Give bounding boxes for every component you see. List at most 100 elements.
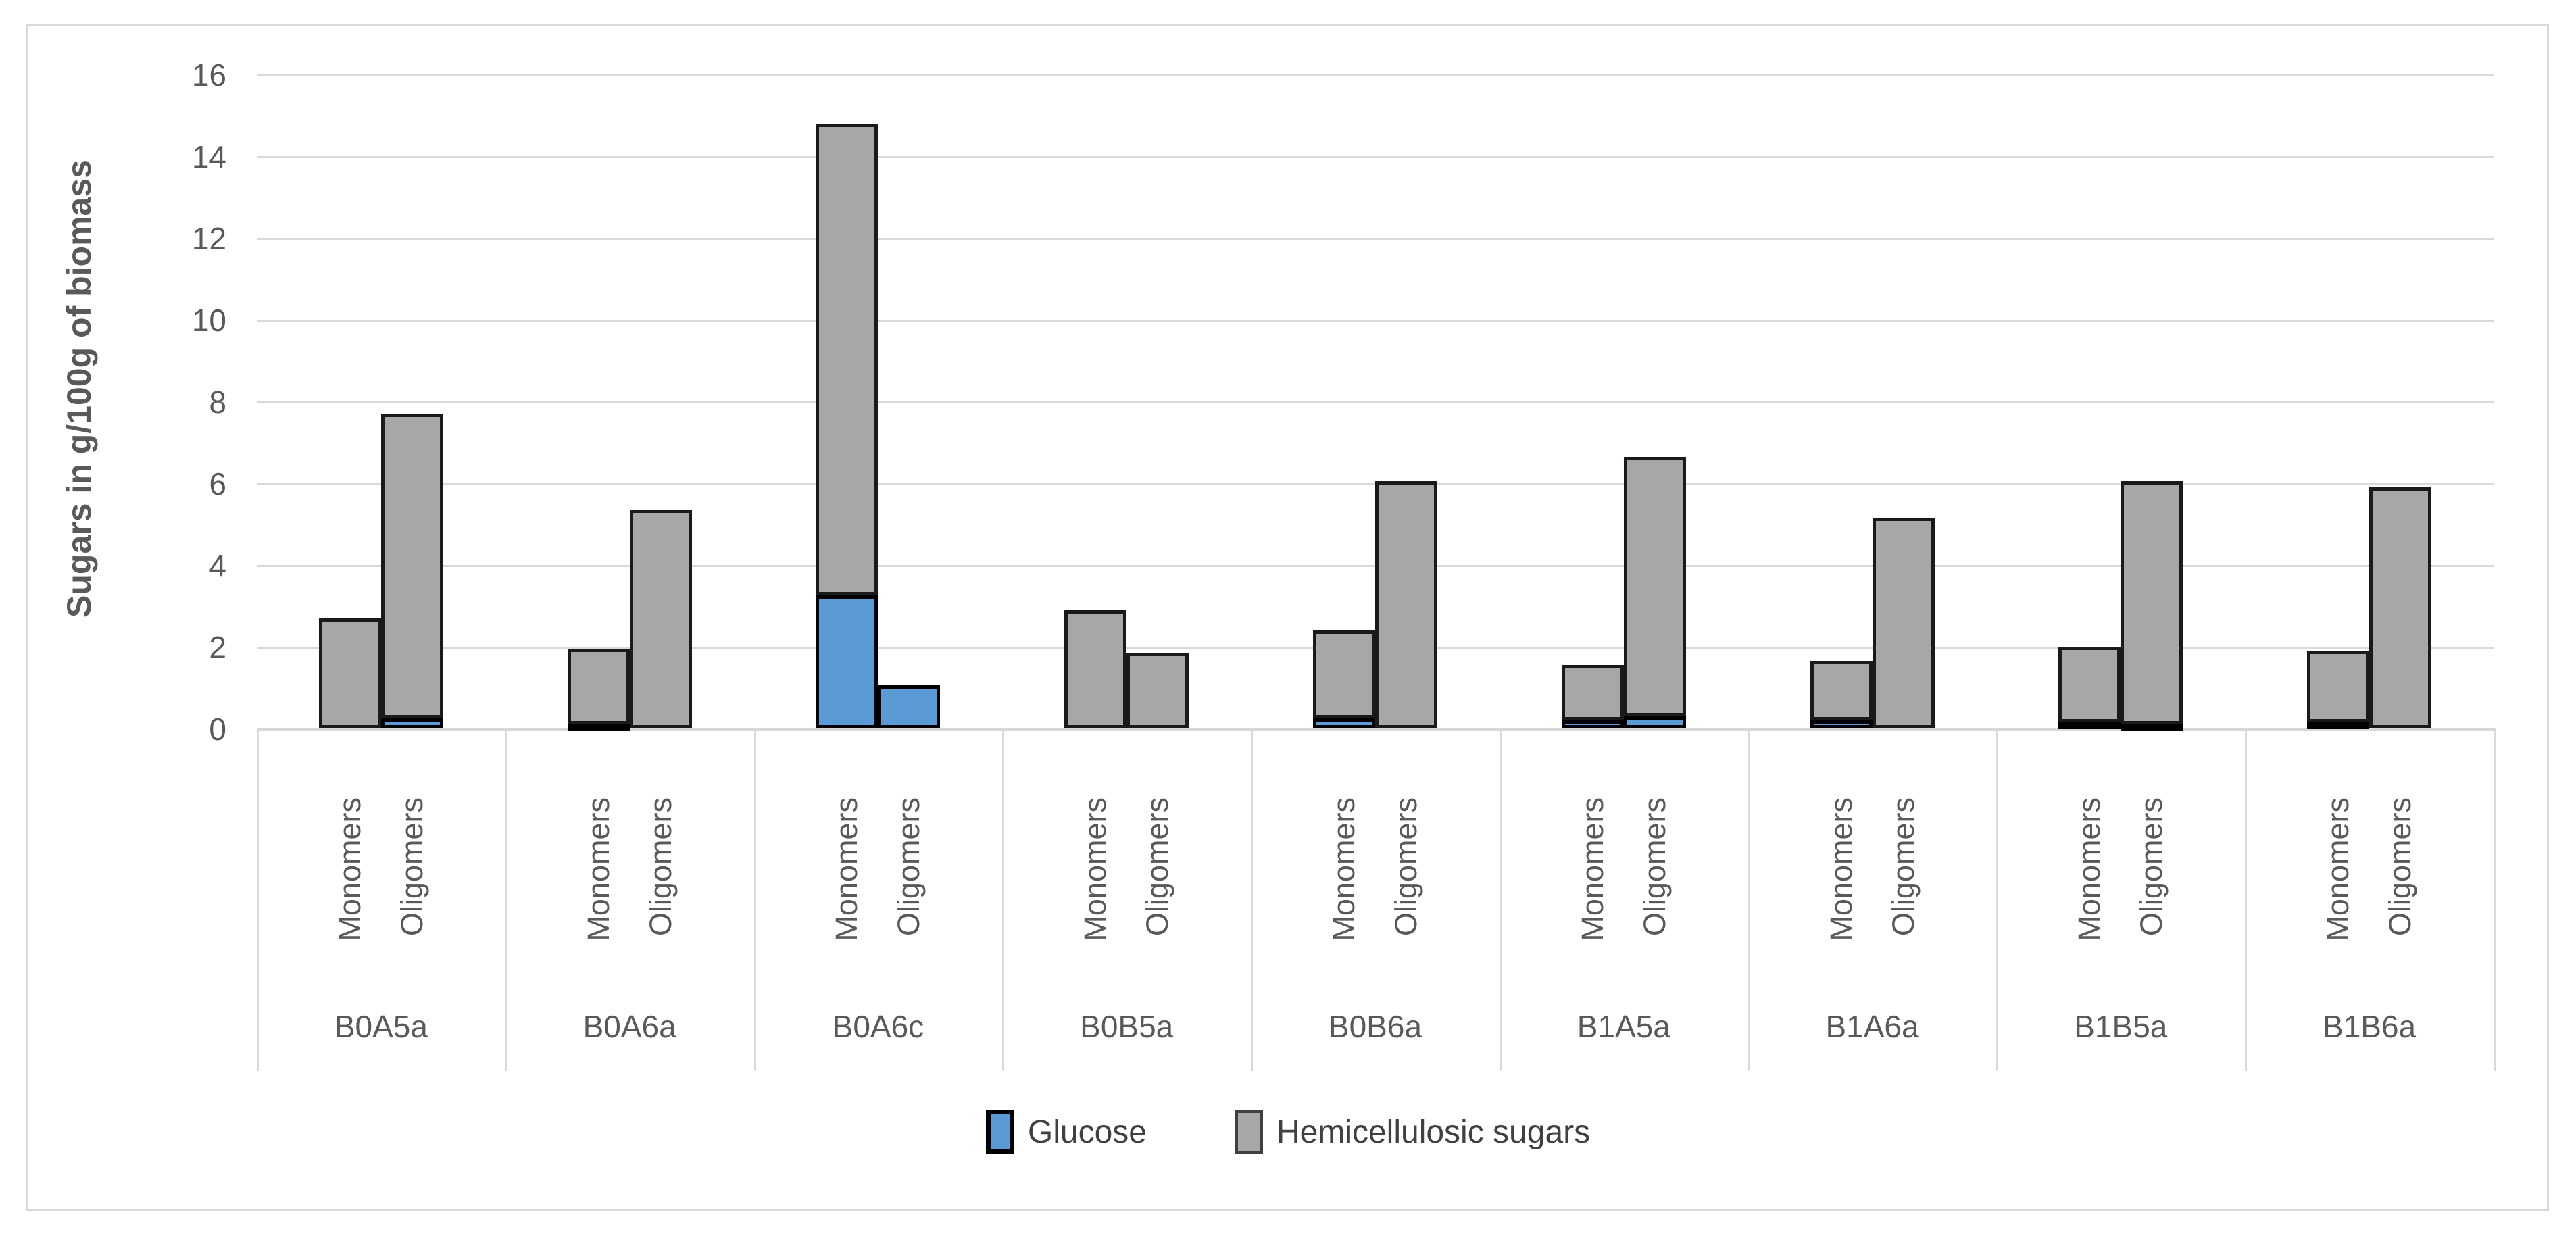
y-axis-title: Sugars in g/100g of biomass (60, 159, 98, 618)
y-tick-label: 16 (191, 57, 226, 93)
bar-label-oligomers: Oligomers (1389, 797, 1423, 937)
category-divider (1251, 728, 1254, 1071)
y-tick-label: 12 (191, 221, 226, 256)
gridline (257, 320, 2494, 322)
bar-label-oligomers: Oligomers (891, 797, 926, 937)
group-label: B0A6c (832, 1009, 924, 1044)
bar-label-monomers: Monomers (580, 797, 616, 941)
bar-glucose-segment (816, 595, 878, 728)
bar-hemicellulosic-segment (2058, 647, 2121, 722)
bar-sublabel-box: Monomers (2058, 797, 2121, 1027)
category-divider (1748, 728, 1750, 1071)
bar-sublabel-box: Oligomers (2121, 797, 2183, 1027)
bar-label-oligomers: Oligomers (1885, 797, 1921, 937)
group-label: B0B5a (1080, 1009, 1174, 1044)
bar-hemicellulosic-segment (567, 649, 630, 724)
bar-hemicellulosic-segment (1810, 661, 1873, 720)
bar-label-monomers: Monomers (1327, 797, 1361, 941)
legend-item-hemicellulosic: Hemicellulosic sugars (1234, 1110, 1591, 1154)
bar-sublabel-box: Monomers (2307, 797, 2369, 1027)
bar-hemicellulosic-segment (1375, 480, 1437, 728)
bar-glucose-segment (567, 724, 630, 731)
bar-sublabel-box: Monomers (816, 797, 878, 1027)
bar-glucose-segment (2058, 722, 2121, 729)
category-divider (1499, 728, 1502, 1071)
group-label: B0B6a (1328, 1009, 1422, 1044)
bar-glucose-segment (2121, 724, 2183, 731)
bar-hemicellulosic-segment (1623, 456, 1686, 716)
bar-sublabel-box: Oligomers (878, 797, 940, 1027)
group-label: B1A5a (1577, 1009, 1670, 1044)
bar-glucose-segment (1561, 720, 1624, 728)
bar-label-monomers: Monomers (1823, 797, 1858, 941)
bar-hemicellulosic-segment (1872, 518, 1935, 728)
bar-hemicellulosic-segment (816, 123, 878, 596)
bar-sublabel-box: Oligomers (1375, 797, 1437, 1027)
group-label: B1A6a (1825, 1009, 1919, 1044)
bar-sublabel-box: Monomers (319, 797, 381, 1027)
bar-label-monomers: Monomers (1575, 797, 1610, 941)
hemicellulosic-swatch-icon (1234, 1110, 1263, 1154)
category-divider (753, 728, 756, 1071)
bar-sublabel-box: Oligomers (1873, 797, 1935, 1027)
gridline (257, 74, 2494, 76)
bar-hemicellulosic-segment (318, 618, 381, 728)
bar-sublabel-box: Oligomers (1624, 797, 1686, 1027)
bar-label-oligomers: Oligomers (1140, 797, 1175, 937)
bar-label-oligomers: Oligomers (2383, 797, 2418, 937)
bar-sublabel-box: Monomers (1810, 797, 1873, 1027)
bar-hemicellulosic-segment (629, 510, 692, 728)
bar-label-monomers: Monomers (332, 797, 367, 941)
gridline (257, 156, 2494, 158)
bar-sublabel-box: Monomers (1313, 797, 1375, 1027)
bar-hemicellulosic-segment (1126, 653, 1189, 728)
y-tick-label: 2 (209, 630, 226, 665)
y-tick-label: 0 (209, 712, 226, 747)
category-divider (257, 728, 259, 1071)
bar-hemicellulosic-segment (2307, 651, 2370, 722)
bar-label-monomers: Monomers (2321, 797, 2356, 941)
bar-label-oligomers: Oligomers (2134, 797, 2169, 937)
bar-hemicellulosic-segment (2121, 480, 2183, 724)
bar-hemicellulosic-segment (1313, 630, 1375, 718)
legend-label-hemicellulosic: Hemicellulosic sugars (1276, 1114, 1591, 1150)
gridline (257, 238, 2494, 240)
bar-sublabel-box: Oligomers (2369, 797, 2431, 1027)
bar-label-monomers: Monomers (829, 797, 864, 941)
y-tick-label: 4 (209, 548, 226, 583)
legend-item-glucose: Glucose (985, 1110, 1147, 1154)
bar-sublabel-box: Oligomers (1126, 797, 1189, 1027)
legend: Glucose Hemicellulosic sugars (0, 1110, 2576, 1154)
bar-sublabel-box: Monomers (568, 797, 630, 1027)
y-axis-title-box: Sugars in g/100g of biomass (55, 0, 103, 777)
bar-label-oligomers: Oligomers (1637, 797, 1672, 937)
bar-sublabel-box: Monomers (1064, 797, 1126, 1027)
y-tick-label: 6 (209, 466, 226, 501)
group-label: B1B6a (2323, 1009, 2417, 1044)
bar-glucose-segment (2307, 722, 2370, 729)
bar-hemicellulosic-segment (2369, 487, 2432, 728)
category-divider (1996, 728, 1999, 1071)
group-label: B1B5a (2074, 1009, 2168, 1044)
bar-sublabel-box: Oligomers (381, 797, 443, 1027)
y-tick-label: 8 (209, 385, 226, 420)
x-axis-line (257, 728, 2494, 731)
group-label: B0A6a (583, 1009, 676, 1044)
bar-hemicellulosic-segment (1064, 610, 1127, 728)
bar-glucose-segment (1313, 718, 1375, 728)
bar-label-oligomers: Oligomers (394, 797, 429, 937)
bar-label-oligomers: Oligomers (643, 797, 678, 937)
bar-hemicellulosic-segment (380, 414, 443, 718)
bar-sublabel-box: Oligomers (630, 797, 692, 1027)
group-label: B0A5a (334, 1009, 428, 1044)
legend-label-glucose: Glucose (1027, 1114, 1147, 1150)
bar-glucose-segment (1810, 720, 1873, 728)
y-tick-label: 10 (191, 303, 226, 338)
bar-sublabel-box: Monomers (1562, 797, 1624, 1027)
y-tick-label: 14 (191, 139, 226, 174)
category-divider (2494, 728, 2496, 1071)
bar-glucose-segment (878, 685, 941, 728)
category-divider (2245, 728, 2248, 1071)
bar-hemicellulosic-segment (1561, 665, 1624, 720)
bar-glucose-segment (380, 718, 443, 728)
